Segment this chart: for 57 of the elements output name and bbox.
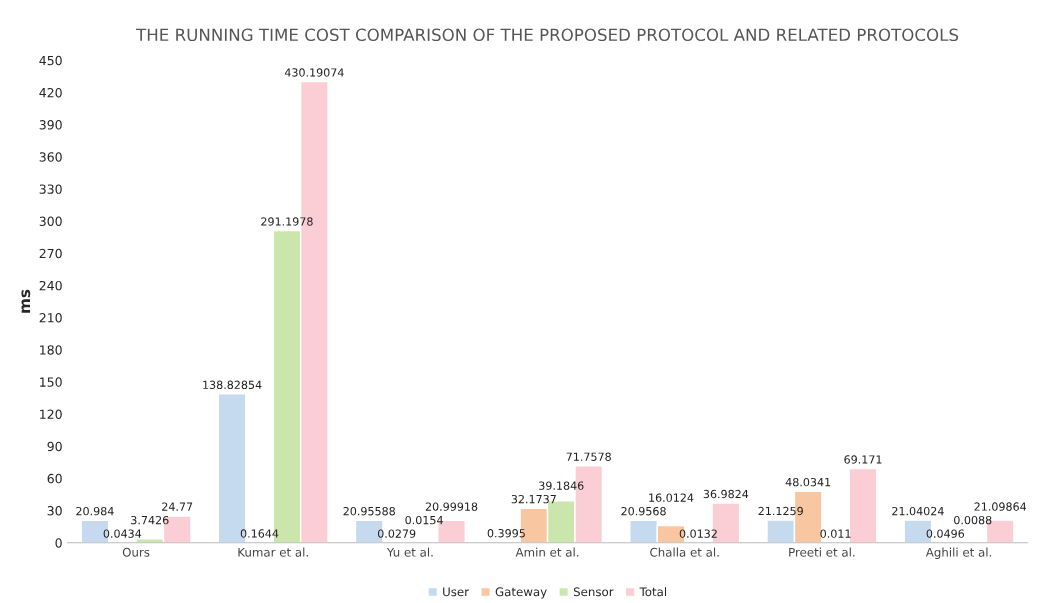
data-label: 0.011: [820, 529, 851, 538]
y-tick-label: 210: [39, 313, 62, 323]
y-tick-label: 150: [40, 377, 62, 387]
data-label: 21.09864: [974, 502, 1027, 511]
legend-label: Total: [639, 587, 667, 597]
x-tick-label: Challa et al.: [650, 547, 719, 557]
y-tick-label: 450: [39, 55, 62, 66]
y-tick-label: 180: [40, 345, 62, 355]
data-label: 32.1737: [511, 494, 556, 504]
legend-label: User: [443, 587, 470, 597]
y-tick-label: 330: [39, 184, 62, 194]
x-tick-label: Kumar et al.: [238, 547, 308, 557]
x-tick-label: Preeti et al.: [789, 547, 855, 557]
data-label: 0.1644: [240, 529, 279, 538]
data-label: 430.19074: [284, 68, 344, 77]
y-tick-label: 120: [40, 409, 62, 419]
data-label: 0.0496: [926, 529, 965, 538]
data-label: 21.1259: [758, 506, 803, 516]
data-label: 16.0124: [649, 493, 694, 502]
y-tick-label: 360: [39, 152, 62, 162]
data-label: 0.0088: [954, 515, 992, 525]
y-tick-label: 0: [55, 538, 62, 548]
data-label: 24.77: [162, 502, 193, 511]
data-label: 21.04024: [892, 506, 944, 516]
x-tick-label: Yu et al.: [386, 547, 433, 557]
legend-label: Gateway: [495, 587, 547, 599]
data-label: 20.984: [76, 506, 114, 516]
data-label: 20.99918: [425, 502, 478, 511]
data-label: 48.0341: [785, 477, 831, 487]
y-axis-title: ms: [21, 289, 31, 313]
y-tick-label: 30: [47, 506, 62, 516]
data-label: 71.7578: [566, 452, 611, 461]
y-tick-label: 60: [47, 473, 62, 484]
x-tick-label: Amin et al.: [515, 547, 579, 557]
data-label: 39.1846: [539, 481, 584, 490]
data-label: 291.1978: [261, 217, 313, 226]
data-label: 138.82854: [203, 380, 262, 390]
y-tick-label: 270: [39, 248, 62, 259]
y-tick-label: 300: [39, 216, 62, 227]
data-label: 69.171: [844, 455, 882, 464]
data-label: 0.0132: [679, 529, 717, 538]
data-label: 3.7426: [131, 515, 169, 525]
data-label: 0.3995: [487, 529, 525, 538]
x-tick-label: Aghili et al.: [925, 547, 992, 559]
data-label: 0.0279: [377, 529, 416, 538]
legend-label: Sensor: [573, 587, 614, 597]
y-tick-label: 390: [39, 120, 62, 130]
chart-title: THE RUNNING TIME COST COMPARISON OF THE PROPOSED PROTOCOL AND RELATED PROTOCOLS: [136, 28, 959, 42]
data-label: 0.0154: [405, 515, 443, 525]
data-label: 36.9824: [703, 489, 749, 499]
data-label: 0.0434: [103, 529, 142, 538]
y-tick-label: 90: [47, 441, 62, 452]
y-tick-label: 420: [39, 87, 62, 98]
y-tick-label: 240: [39, 280, 62, 291]
data-label: 20.95588: [343, 506, 395, 516]
x-tick-label: Ours: [122, 547, 150, 557]
data-label: 20.9568: [621, 506, 666, 516]
